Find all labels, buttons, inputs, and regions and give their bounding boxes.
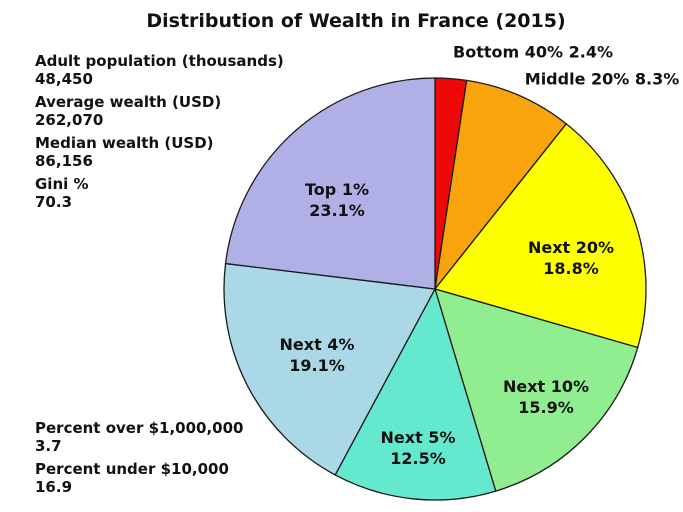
stat-value: 70.3 [35,193,73,211]
pie-slice [223,262,436,476]
stat-adult-population: Adult population (thousands) 48,450 [35,52,284,88]
stat-value: 262,070 [35,111,104,129]
stat-percent-under-10k: Percent under $10,000 16.9 [35,460,243,496]
stats-panel-bottom: Percent over $1,000,000 3.7 Percent unde… [35,419,243,501]
stats-panel-top: Adult population (thousands) 48,450 Aver… [35,52,284,216]
stat-label: Gini % [35,175,89,193]
pie-slice [224,77,436,290]
stat-label: Median wealth (USD) [35,134,214,152]
stat-gini: Gini % 70.3 [35,175,284,211]
stat-percent-over-million: Percent over $1,000,000 3.7 [35,419,243,455]
stat-label: Percent under $10,000 [35,460,229,478]
stat-value: 3.7 [35,437,62,455]
pie-slice [434,123,647,349]
stat-average-wealth: Average wealth (USD) 262,070 [35,93,284,129]
pie-slice [334,288,497,501]
pie-slice [434,288,639,492]
pie-slice [434,79,567,290]
stat-value: 16.9 [35,478,73,496]
stat-value: 86,156 [35,152,93,170]
stat-median-wealth: Median wealth (USD) 86,156 [35,134,284,170]
stat-value: 48,450 [35,70,93,88]
stat-label: Average wealth (USD) [35,93,222,111]
chart-title: Distribution of Wealth in France (2015) [146,10,566,32]
stat-label: Percent over $1,000,000 [35,419,244,437]
stat-label: Adult population (thousands) [35,52,284,70]
